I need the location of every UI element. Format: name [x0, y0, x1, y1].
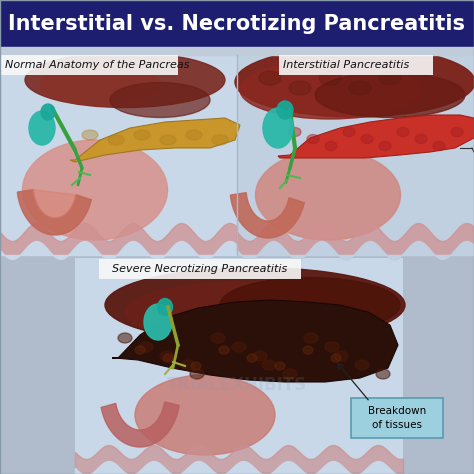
Polygon shape — [230, 192, 304, 238]
Ellipse shape — [275, 362, 285, 370]
Polygon shape — [70, 118, 240, 162]
Ellipse shape — [160, 351, 174, 361]
Polygon shape — [33, 190, 76, 218]
Ellipse shape — [105, 267, 405, 343]
Ellipse shape — [331, 354, 341, 362]
Ellipse shape — [135, 375, 275, 455]
Ellipse shape — [289, 128, 301, 137]
Ellipse shape — [125, 282, 355, 342]
Bar — [237, 55, 474, 255]
Ellipse shape — [349, 81, 371, 95]
Ellipse shape — [220, 277, 400, 332]
Polygon shape — [112, 300, 398, 382]
Ellipse shape — [211, 333, 225, 343]
Ellipse shape — [108, 135, 124, 145]
Ellipse shape — [191, 362, 201, 370]
Ellipse shape — [376, 369, 390, 379]
Ellipse shape — [163, 354, 173, 362]
Ellipse shape — [283, 369, 297, 379]
Bar — [0, 47, 474, 55]
FancyBboxPatch shape — [351, 398, 443, 438]
Ellipse shape — [259, 71, 281, 85]
Ellipse shape — [415, 135, 427, 144]
Text: Interstitial vs. Necrotizing Pancreatitis: Interstitial vs. Necrotizing Pancreatiti… — [9, 13, 465, 34]
Ellipse shape — [22, 140, 167, 240]
Bar — [0, 55, 237, 255]
FancyBboxPatch shape — [1, 55, 178, 75]
Ellipse shape — [397, 128, 409, 137]
Ellipse shape — [325, 342, 339, 352]
Ellipse shape — [139, 342, 153, 352]
Ellipse shape — [157, 299, 173, 316]
Ellipse shape — [144, 304, 172, 340]
Ellipse shape — [307, 135, 319, 144]
Ellipse shape — [379, 71, 401, 85]
Polygon shape — [18, 190, 91, 235]
Ellipse shape — [247, 354, 257, 362]
Ellipse shape — [325, 142, 337, 151]
Ellipse shape — [41, 104, 55, 120]
Ellipse shape — [262, 360, 276, 370]
Ellipse shape — [451, 128, 463, 137]
Ellipse shape — [118, 333, 132, 343]
Text: Breakdown
of tissues: Breakdown of tissues — [368, 406, 426, 429]
Text: Normal Anatomy of the Pancreas: Normal Anatomy of the Pancreas — [5, 60, 190, 70]
Ellipse shape — [379, 142, 391, 151]
Ellipse shape — [334, 351, 348, 361]
Ellipse shape — [232, 342, 246, 352]
Ellipse shape — [361, 135, 373, 144]
FancyBboxPatch shape — [99, 259, 301, 279]
Ellipse shape — [29, 111, 55, 145]
Ellipse shape — [433, 142, 445, 151]
Ellipse shape — [25, 53, 225, 108]
FancyBboxPatch shape — [279, 55, 433, 75]
Ellipse shape — [355, 360, 369, 370]
Bar — [0, 0, 474, 47]
Ellipse shape — [181, 360, 195, 370]
Text: Severe Necrotizing Pancreatitis: Severe Necrotizing Pancreatitis — [112, 264, 288, 274]
Polygon shape — [101, 402, 179, 447]
Ellipse shape — [343, 128, 355, 137]
Ellipse shape — [160, 135, 176, 145]
Text: Interstitial Pancreatitis: Interstitial Pancreatitis — [283, 60, 409, 70]
Ellipse shape — [304, 333, 318, 343]
Bar — [75, 258, 403, 472]
Ellipse shape — [40, 65, 160, 105]
Ellipse shape — [315, 73, 465, 118]
Ellipse shape — [186, 130, 202, 140]
Ellipse shape — [219, 346, 229, 354]
Ellipse shape — [253, 351, 267, 361]
Ellipse shape — [263, 108, 293, 148]
Ellipse shape — [235, 47, 474, 117]
Ellipse shape — [319, 71, 341, 85]
Ellipse shape — [289, 81, 311, 95]
Polygon shape — [278, 115, 474, 158]
Ellipse shape — [277, 101, 293, 119]
Ellipse shape — [110, 82, 210, 118]
Ellipse shape — [82, 130, 98, 140]
Ellipse shape — [134, 130, 150, 140]
Text: TRIALEXHIBITS: TRIALEXHIBITS — [167, 376, 307, 394]
Ellipse shape — [255, 150, 401, 240]
Ellipse shape — [240, 61, 420, 119]
Ellipse shape — [135, 346, 145, 354]
Ellipse shape — [212, 135, 228, 145]
Ellipse shape — [303, 346, 313, 354]
Ellipse shape — [190, 369, 204, 379]
